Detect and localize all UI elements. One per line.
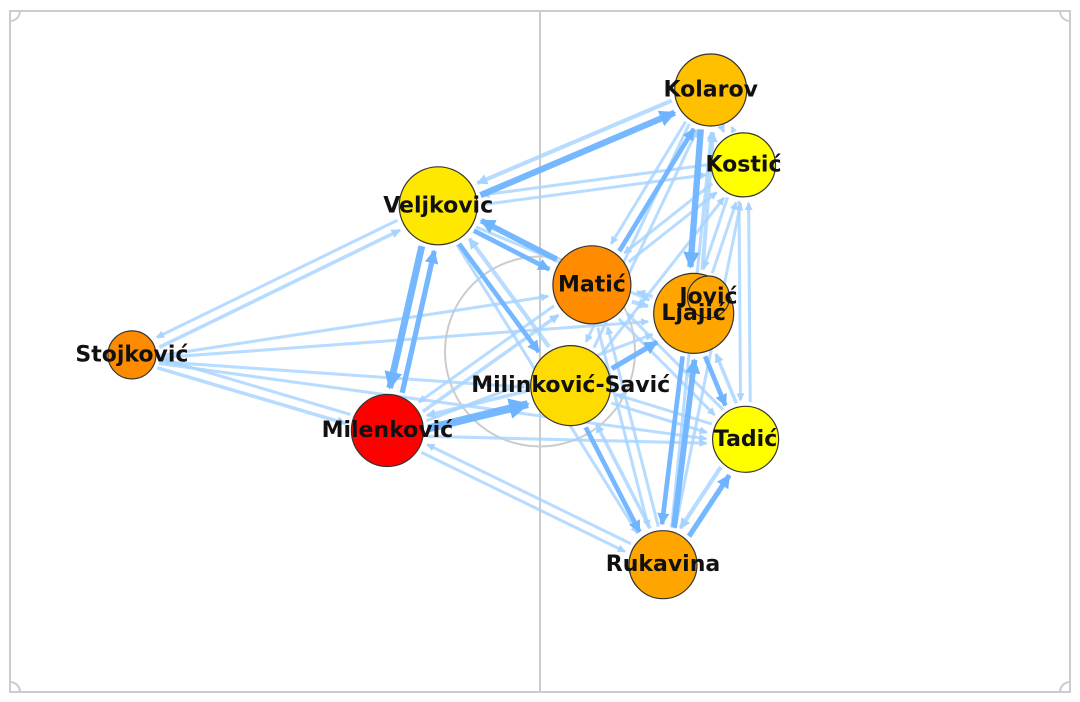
pass-edge-milenkovic-to-rukavina [421,452,625,551]
pass-edge-matic-to-ljajic [632,302,648,307]
player-label-milinkovic: Milinković-Savić [471,373,670,398]
corner-arc-top-left [10,11,20,21]
pass-edge-kostic-to-tadic [739,201,741,401]
player-label-matic: Matić [558,272,626,297]
player-label-rukavina: Rukavina [606,552,720,577]
pass-edge-kostic-to-kolarov [732,127,734,130]
player-label-veljkovic: Veljkovic [383,193,493,218]
corner-arc-bottom-right [1060,682,1070,692]
player-label-tadic: Tadić [714,427,777,452]
pass-edge-tadic-to-kostic [749,203,751,402]
corner-arc-top-right [1060,11,1070,21]
pass-edge-veljkovic-to-stojkovic [157,220,398,337]
player-label-kolarov: Kolarov [663,78,758,103]
pass-edge-ljajic-to-tadic [705,356,725,405]
pass-edge-stojkovic-to-veljkovic [159,230,400,347]
pass-edge-matic-to-kolarov [619,129,694,251]
player-label-jovic: Jović [677,285,737,310]
pass-edge-milinkovic-to-rukavina [586,427,640,532]
player-label-kostic: Kostić [706,152,782,177]
corner-arc-bottom-left [10,682,20,692]
player-label-milenkovic: Milenković [322,418,454,443]
player-label-stojkovic: Stojković [75,342,188,367]
pass-edge-kolarov-to-veljkovic [478,101,672,184]
pass-edge-stojkovic-to-matic [160,296,548,355]
pass-edge-kolarov-to-kostic [722,129,724,132]
